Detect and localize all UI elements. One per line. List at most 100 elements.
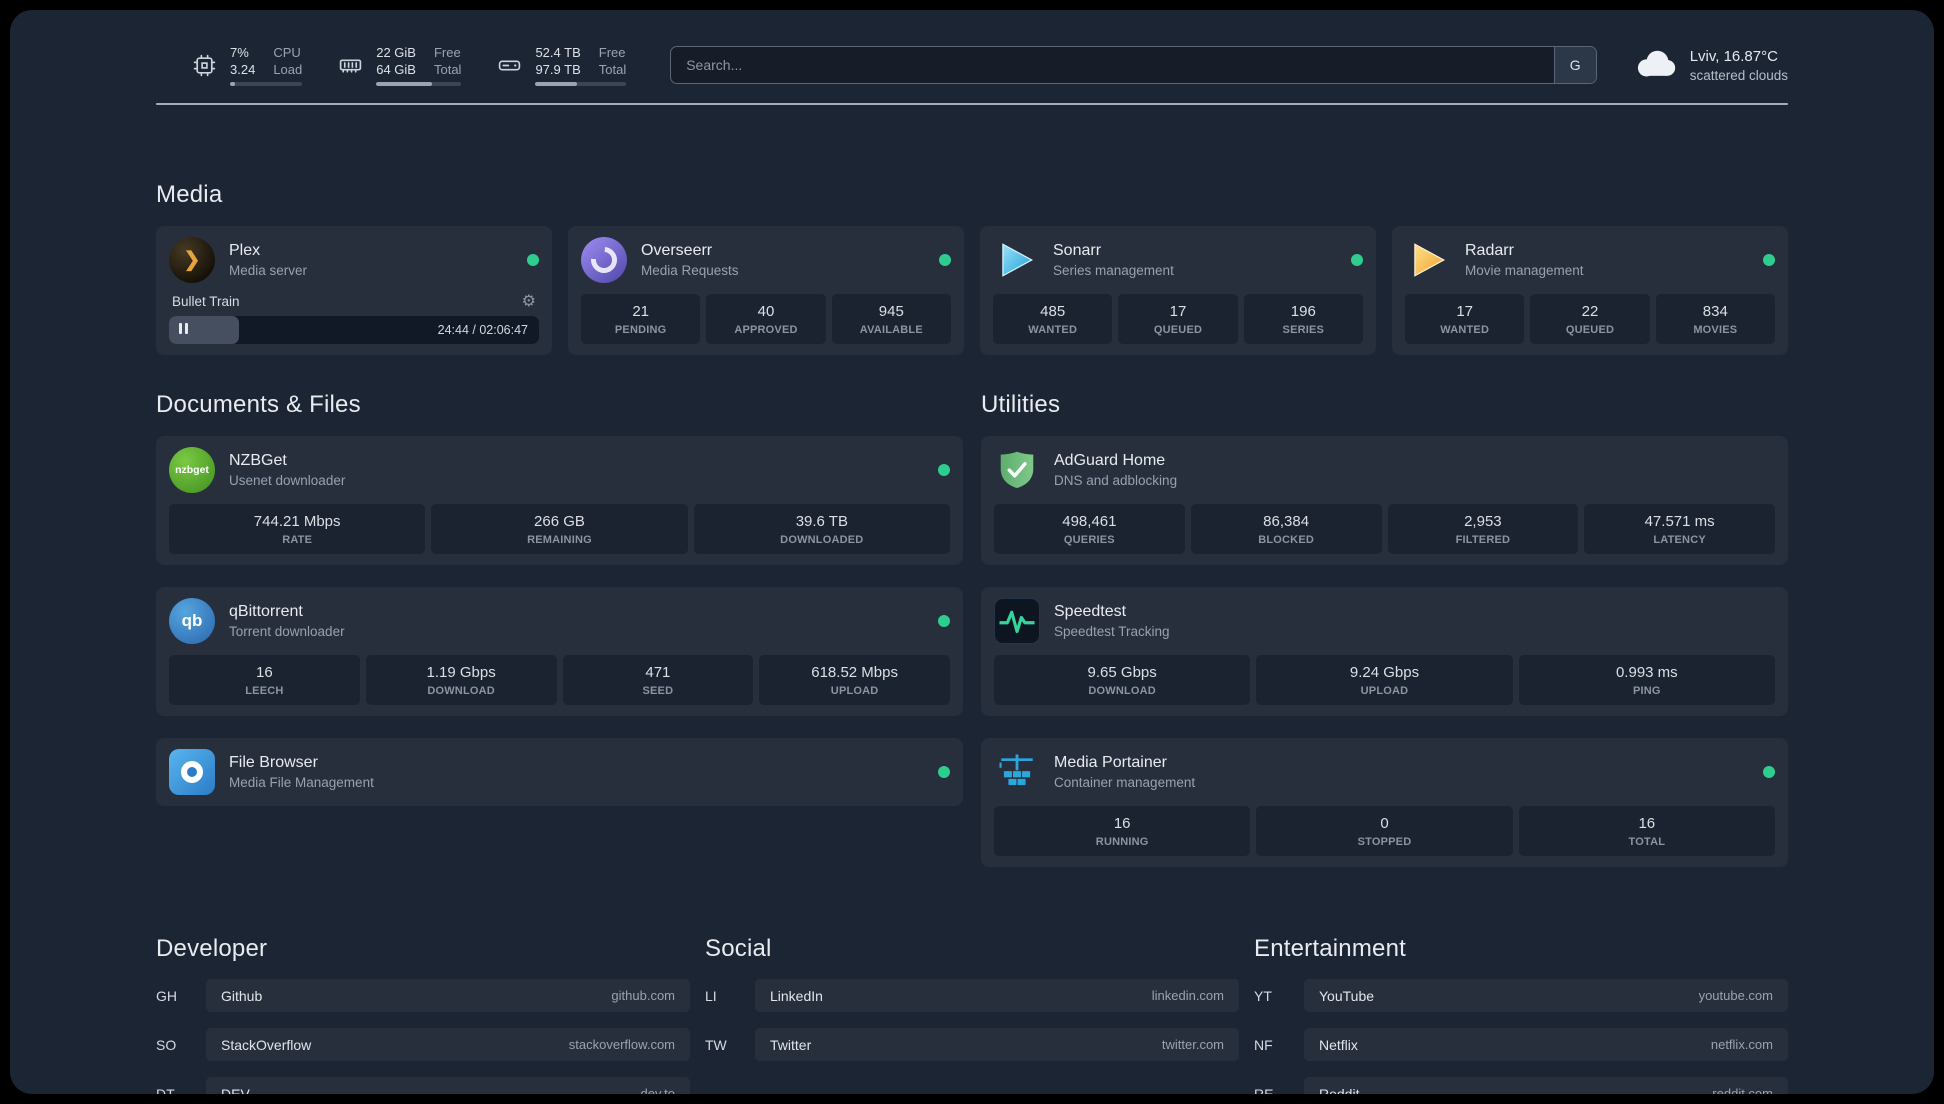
stat-tile: 196 SERIES <box>1243 294 1363 344</box>
stat-value: 485 <box>1040 303 1066 320</box>
stat-label: FILTERED <box>1455 534 1511 546</box>
stat-value: 2,953 <box>1464 513 1502 530</box>
service-subtitle: Series management <box>1053 263 1174 278</box>
stat-tile: 2,953 FILTERED <box>1387 504 1579 554</box>
service-card-qbittorrent[interactable]: qb qBittorrent Torrent downloader 16 LEE… <box>156 587 963 716</box>
section-media: Media ❯ Plex Media server Bullet Train <box>156 181 1788 355</box>
service-card-nzbget[interactable]: nzbget NZBGet Usenet downloader 744.21 M… <box>156 436 963 565</box>
stat-label: LATENCY <box>1653 534 1706 546</box>
cpu-label: CPU <box>273 45 301 60</box>
bookmark-row: NF Netflix netflix.com <box>1254 1028 1788 1061</box>
stat-tile: 266 GB REMAINING <box>431 504 688 554</box>
search-provider-button[interactable]: G <box>1553 47 1596 83</box>
bookmark-row: DT DEV dev.to <box>156 1077 690 1094</box>
stat-label: PENDING <box>614 324 667 336</box>
service-card-portainer[interactable]: Media Portainer Container management 16 … <box>981 738 1788 867</box>
bookmark-domain: linkedin.com <box>1151 988 1224 1003</box>
sonarr-icon <box>993 237 1039 283</box>
service-card-adguard[interactable]: AdGuard Home DNS and adblocking 498,461 … <box>981 436 1788 565</box>
status-dot <box>1763 254 1775 266</box>
bookmark-domain: dev.to <box>640 1086 675 1094</box>
bookmark-link-youtube[interactable]: YouTube youtube.com <box>1304 979 1788 1012</box>
stat-tile: 498,461 QUERIES <box>994 504 1185 554</box>
stat-tile: 0 STOPPED <box>1256 806 1513 856</box>
memory-widget: 22 GiB 64 GiB Free Total <box>338 44 462 86</box>
bookmark-link-github[interactable]: Github github.com <box>206 979 690 1012</box>
stat-label: WANTED <box>1028 324 1078 336</box>
stat-value: 21 <box>632 303 649 320</box>
stat-label: WANTED <box>1440 324 1490 336</box>
stat-value: 16 <box>1638 815 1656 832</box>
stat-tile: 22 QUEUED <box>1530 294 1650 344</box>
service-name: qBittorrent <box>229 603 303 620</box>
bookmark-name: Twitter <box>770 1036 812 1053</box>
plex-icon: ❯ <box>169 237 215 283</box>
stat-value: 834 <box>1702 303 1728 320</box>
stat-label: APPROVED <box>734 324 798 336</box>
stat-value: 22 <box>1581 303 1599 320</box>
search-input[interactable] <box>671 47 1554 83</box>
stat-tile: 47.571 ms LATENCY <box>1584 504 1775 554</box>
section-title-social: Social <box>705 935 772 962</box>
stat-value: 86,384 <box>1263 513 1310 530</box>
plex-player-bar[interactable]: 24:44 / 02:06:47 <box>169 316 539 344</box>
stat-value: 1.19 Gbps <box>426 664 496 681</box>
memory-free-value: 22 GiB <box>376 45 416 60</box>
disk-widget: 52.4 TB 97.9 TB Free Total <box>497 44 627 86</box>
bookmark-link-dev[interactable]: DEV dev.to <box>206 1077 690 1094</box>
radarr-icon <box>1405 237 1451 283</box>
weather-condition: scattered clouds <box>1689 67 1788 83</box>
status-dot <box>939 254 951 266</box>
disk-total-value: 97.9 TB <box>535 62 581 77</box>
service-card-radarr[interactable]: Radarr Movie management 17 WANTED 22 QUE… <box>1392 226 1788 355</box>
stat-value: 9.24 Gbps <box>1349 664 1420 681</box>
bookmark-abbr: SO <box>156 1036 177 1053</box>
stat-tile: 485 WANTED <box>993 294 1113 344</box>
bookmark-row: RE Reddit reddit.com <box>1254 1077 1788 1094</box>
cpu-usage-bar <box>230 82 303 86</box>
service-card-filebrowser[interactable]: File Browser Media File Management <box>156 738 963 806</box>
stat-label: SEED <box>642 685 674 697</box>
service-card-speedtest[interactable]: Speedtest Speedtest Tracking 9.65 Gbps D… <box>981 587 1788 716</box>
pause-icon[interactable] <box>179 321 191 339</box>
qbittorrent-icon: qb <box>169 598 215 644</box>
player-time: 24:44 / 02:06:47 <box>437 323 528 337</box>
service-card-overseerr[interactable]: Overseerr Media Requests 21 PENDING 40 A… <box>568 226 964 355</box>
stat-label: MOVIES <box>1693 324 1738 336</box>
bookmark-link-twitter[interactable]: Twitter twitter.com <box>755 1028 1239 1061</box>
stat-tile: 834 MOVIES <box>1655 294 1775 344</box>
stat-tile: 471 SEED <box>562 655 754 705</box>
bookmark-link-netflix[interactable]: Netflix netflix.com <box>1304 1028 1788 1061</box>
stat-tile: 21 PENDING <box>581 294 701 344</box>
bookmark-link-reddit[interactable]: Reddit reddit.com <box>1304 1077 1788 1094</box>
bookmark-group-social: Social LI LinkedIn linkedin.com TW Twitt… <box>705 935 1239 1094</box>
bookmark-link-linkedin[interactable]: LinkedIn linkedin.com <box>755 979 1239 1012</box>
topbar: 7% 3.24 CPU Load <box>156 44 1788 86</box>
bookmark-name: Github <box>221 987 263 1004</box>
stat-tile: 744.21 Mbps RATE <box>169 504 426 554</box>
service-card-sonarr[interactable]: Sonarr Series management 485 WANTED 17 Q… <box>980 226 1376 355</box>
disk-usage-bar <box>535 82 627 86</box>
stat-label: RATE <box>282 534 313 546</box>
stat-label: QUERIES <box>1063 534 1115 546</box>
stat-value: 16 <box>1113 815 1131 832</box>
stat-label: QUEUED <box>1153 324 1203 336</box>
disk-drive-icon <box>497 53 522 78</box>
stat-label: SERIES <box>1282 324 1325 336</box>
section-title-developer: Developer <box>156 935 268 962</box>
stat-label: TOTAL <box>1628 836 1666 848</box>
bookmark-abbr: YT <box>1254 987 1272 1004</box>
bookmark-row: SO StackOverflow stackoverflow.com <box>156 1028 690 1061</box>
stat-label: UPLOAD <box>1360 685 1409 697</box>
service-subtitle: Media server <box>229 263 308 278</box>
service-name: Sonarr <box>1053 242 1102 259</box>
disk-readout: 52.4 TB 97.9 TB Free Total <box>535 44 627 86</box>
service-card-plex[interactable]: ❯ Plex Media server Bullet Train ⚙ <box>156 226 552 355</box>
stat-value: 16 <box>256 664 273 681</box>
stat-value: 47.571 ms <box>1644 513 1715 530</box>
bookmark-row: LI LinkedIn linkedin.com <box>705 979 1239 1012</box>
bookmark-link-stackoverflow[interactable]: StackOverflow stackoverflow.com <box>206 1028 690 1061</box>
bookmark-row: YT YouTube youtube.com <box>1254 979 1788 1012</box>
service-name: File Browser <box>229 754 318 771</box>
gear-icon[interactable]: ⚙ <box>521 291 536 310</box>
